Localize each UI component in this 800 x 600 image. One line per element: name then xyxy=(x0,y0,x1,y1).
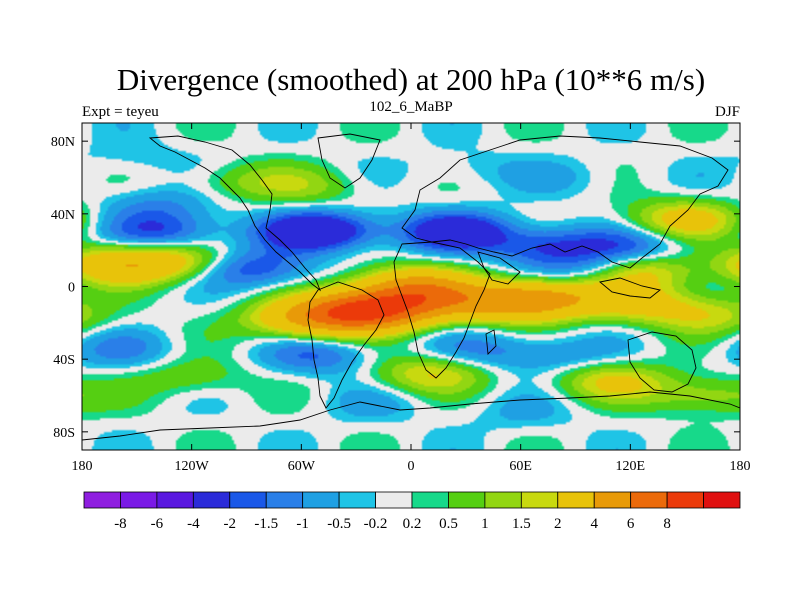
y-tick-label: 0 xyxy=(68,281,75,296)
australia-outline xyxy=(627,331,697,393)
colorbar-label: -1.5 xyxy=(254,516,278,532)
colorbar-label: -2 xyxy=(224,516,237,532)
colorbar-swatch xyxy=(192,491,231,509)
arabia-outline xyxy=(477,251,521,285)
colorbar-swatch xyxy=(120,491,158,509)
x-tick-label: 0 xyxy=(408,459,415,474)
colorbar-swatch xyxy=(703,491,741,509)
axis-ticks: 180 120W 60W 0 60E 120E 180 80N 40N 0 40S 80S xyxy=(51,123,751,474)
colorbar-swatch xyxy=(448,491,486,509)
madagascar-outline xyxy=(485,329,497,355)
colorbar-label: 6 xyxy=(627,516,635,532)
experiment-label: Expt = teyeu xyxy=(82,104,159,120)
y-tick-label: 80S xyxy=(53,426,75,441)
colorbar-swatch xyxy=(302,491,340,509)
colorbar-swatch xyxy=(484,491,522,509)
colorbar-label: 4 xyxy=(590,516,598,532)
colorbar-swatch xyxy=(338,491,376,509)
x-tick-label: 120W xyxy=(175,459,210,474)
south-america-outline xyxy=(307,281,385,409)
colorbar-label: 0.2 xyxy=(403,516,422,532)
y-tick-label: 40N xyxy=(51,208,75,223)
divergence-field xyxy=(82,123,740,450)
map-plot: 180 120W 60W 0 60E 120E 180 80N 40N 0 40S 80S xyxy=(51,122,751,474)
africa-outline xyxy=(393,241,491,379)
y-tick-label: 40S xyxy=(53,353,75,368)
x-tick-label: 180 xyxy=(72,459,93,474)
colorbar-label: -1 xyxy=(296,516,309,532)
colorbar-swatch xyxy=(411,491,449,509)
colorbar-label: -0.5 xyxy=(327,516,351,532)
x-tick-label: 60E xyxy=(509,459,532,474)
colorbar-swatch xyxy=(265,491,304,509)
colorbar-label: -0.2 xyxy=(364,516,388,532)
x-tick-label: 180 xyxy=(730,459,751,474)
north-america-outline xyxy=(148,135,322,292)
colorbar-swatch xyxy=(593,491,632,509)
greenland-outline xyxy=(317,133,381,189)
x-tick-label: 120E xyxy=(616,459,646,474)
colorbar-label: 1.5 xyxy=(512,516,531,532)
colorbar-label: 0.5 xyxy=(439,516,458,532)
colorbar-label: -4 xyxy=(187,516,200,532)
case-label: 102_6_MaBP xyxy=(369,99,452,115)
colorbar-swatch xyxy=(156,491,194,509)
colorbar-label: 1 xyxy=(481,516,489,532)
colorbar-label: -6 xyxy=(151,516,164,532)
y-tick-label: 80N xyxy=(51,135,75,150)
continent-outlines xyxy=(82,133,740,450)
colorbar-swatch xyxy=(557,491,595,509)
colorbar-label: -8 xyxy=(114,516,127,532)
maritime-continent-outline xyxy=(598,277,662,299)
x-tick-label: 60W xyxy=(288,459,316,474)
antarctica-outline xyxy=(82,391,740,450)
colorbar-swatch xyxy=(520,491,559,509)
colorbar-label: 8 xyxy=(663,516,671,532)
colorbar: -8 -6 -4 -2 -1.5 -1 -0.5 -0.2 0.2 0.5 1 1.5 2 4 6 8 xyxy=(83,491,741,532)
colorbar-swatch xyxy=(229,491,267,509)
chart-title: Divergence (smoothed) at 200 hPa (10**6 … xyxy=(117,62,705,97)
colorbar-swatch xyxy=(83,491,121,509)
colorbar-swatch xyxy=(666,491,704,509)
colorbar-swatch xyxy=(375,491,413,509)
colorbar-label: 2 xyxy=(554,516,562,532)
colorbar-swatch xyxy=(630,491,668,509)
season-label: DJF xyxy=(715,104,740,120)
eurasia-outline xyxy=(401,135,729,269)
